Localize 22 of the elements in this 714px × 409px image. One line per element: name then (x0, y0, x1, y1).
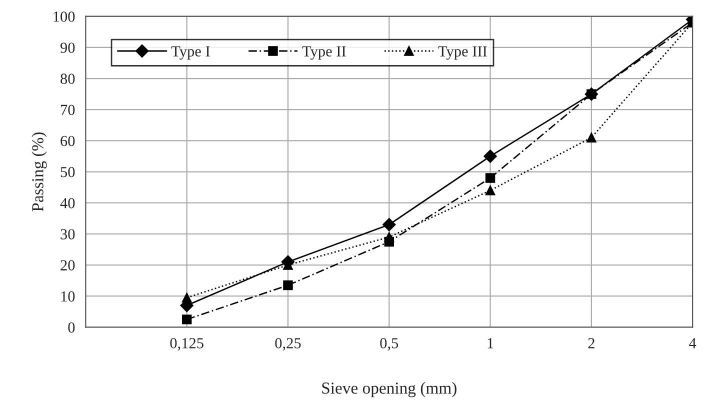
x-tick-label: 1 (488, 338, 494, 348)
x-tick-label: 0,5 (380, 338, 398, 351)
y-tick-label: 30 (60, 229, 75, 240)
y-tick-label: 50 (60, 166, 75, 178)
y-tick-label: 80 (60, 74, 75, 84)
x-tick-label: 0,125 (170, 338, 204, 351)
y-tick-label: 60 (60, 136, 75, 146)
y-tick-label: 90 (60, 42, 75, 53)
legend-label: Type I (171, 46, 210, 60)
x-tick-label: 2 (588, 338, 594, 348)
y-tick-label: 20 (60, 260, 75, 270)
legend-label: Type III (438, 46, 487, 60)
y-axis-title: Passing (%) (32, 132, 47, 212)
x-tick-label: 0,25 (275, 338, 301, 351)
y-tick-label: 0 (68, 322, 75, 333)
y-tick-label: 40 (60, 198, 75, 208)
y-tick-label: 70 (60, 104, 75, 116)
x-tick-label: 4 (689, 338, 696, 348)
y-tick-label: 10 (61, 291, 75, 302)
y-tick-label: 100 (54, 12, 75, 22)
legend-label: Type II (302, 46, 346, 60)
x-axis-title: Sieve opening (mm) (322, 382, 456, 398)
